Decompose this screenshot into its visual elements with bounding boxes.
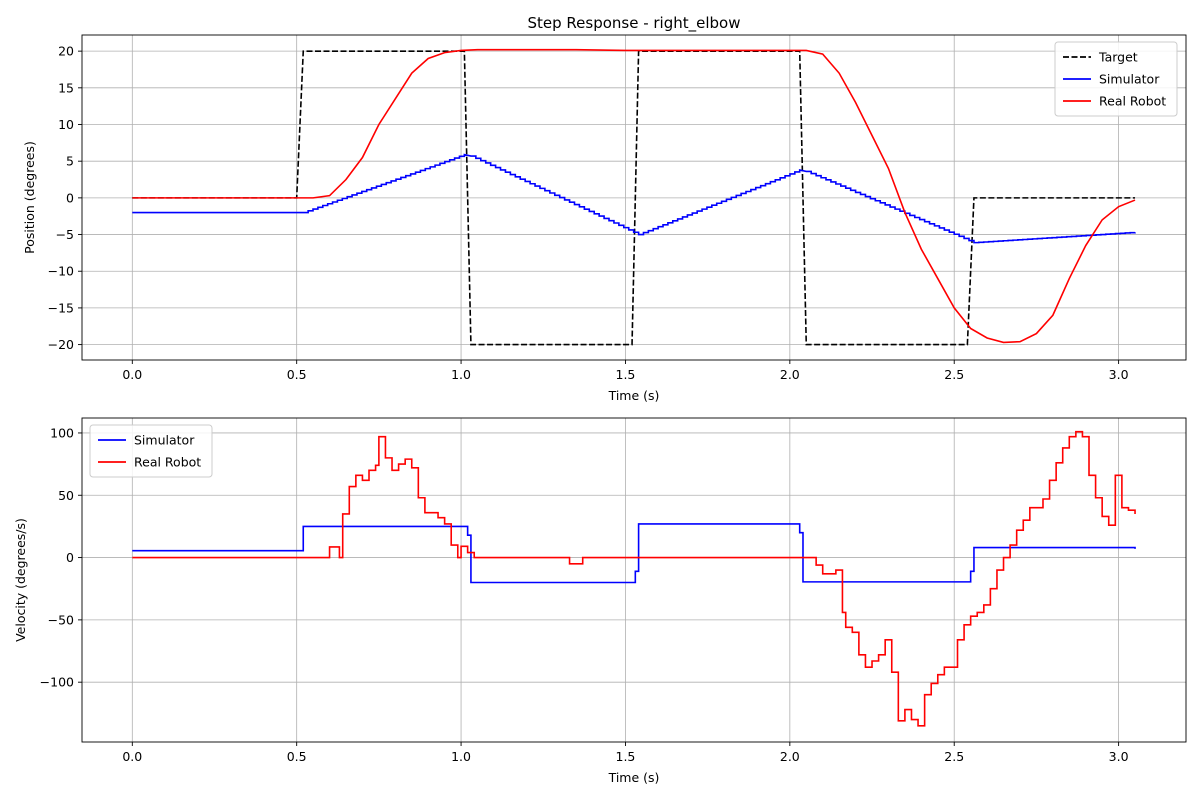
y-tick-label: 0: [66, 190, 74, 205]
y-tick-label: 15: [58, 80, 74, 95]
x-tick-label: 2.0: [780, 749, 800, 764]
series-group: [132, 48, 1136, 346]
plot-1: 0.0 0.5 1.0 1.5 2.0 2.5 3.0 20 15 10 5 0 −5 −10 −15 −20…: [22, 14, 1187, 403]
legend: Target Simulator Real Robot: [1054, 41, 1178, 117]
ticks: 0.0 0.5 1.0 1.5 2.0 2.5 3.0 100 50 0 −50 −100: [40, 425, 1129, 764]
y-tick-label: 0: [66, 550, 74, 565]
x-tick-label: 2.5: [944, 367, 964, 382]
x-tick-label: 1.0: [451, 749, 471, 764]
x-tick-label: 2.0: [780, 367, 800, 382]
legend: Simulator Real Robot: [89, 424, 213, 478]
series-line-real-robot: [132, 430, 1136, 727]
series-line-simulator: [132, 153, 1136, 244]
legend-label: Real Robot: [1099, 94, 1166, 109]
chart-title: Step Response - right_elbow: [527, 14, 740, 33]
legend-label: Target: [1098, 50, 1138, 65]
axes-frame: [81, 417, 1187, 743]
legend-label: Simulator: [134, 433, 195, 448]
x-tick-label: 1.5: [616, 367, 636, 382]
y-tick-label: −15: [48, 300, 74, 315]
legend-label: Real Robot: [134, 455, 201, 470]
y-tick-label: −100: [40, 675, 74, 690]
y-tick-label: −10: [48, 264, 74, 279]
legend-label: Simulator: [1099, 72, 1160, 87]
plot-2: 0.0 0.5 1.0 1.5 2.0 2.5 3.0 100 50 0 −50 −100 Time (…: [13, 417, 1187, 785]
x-tick-label: 1.5: [616, 749, 636, 764]
y-tick-label: 10: [58, 117, 74, 132]
x-axis-label: Time (s): [608, 770, 660, 785]
legend-box: [1054, 41, 1178, 117]
x-tick-label: 3.0: [1109, 367, 1129, 382]
y-tick-label: 50: [58, 488, 74, 503]
y-tick-label: 20: [58, 44, 74, 59]
x-tick-label: 0.5: [287, 749, 307, 764]
series-group: [132, 430, 1136, 727]
x-tick-label: 2.5: [944, 749, 964, 764]
x-tick-label: 3.0: [1109, 749, 1129, 764]
ticks: 0.0 0.5 1.0 1.5 2.0 2.5 3.0 20 15 10 5 0 −5 −10 −15 −20: [48, 44, 1129, 382]
y-tick-label: −20: [48, 337, 74, 352]
series-line-target: [132, 50, 1136, 346]
y-tick-label: 100: [50, 425, 74, 440]
series-line-real-robot: [132, 48, 1136, 344]
y-axis-label: Velocity (degrees/s): [13, 518, 28, 642]
x-tick-label: 0.0: [122, 749, 142, 764]
y-tick-label: −50: [48, 612, 74, 627]
x-axis-label: Time (s): [608, 388, 660, 403]
x-tick-label: 0.0: [122, 367, 142, 382]
legend-box: [89, 424, 213, 478]
series-line-simulator: [132, 523, 1136, 584]
y-axis-label: Position (degrees): [22, 141, 37, 254]
y-tick-label: 5: [66, 154, 74, 169]
x-tick-label: 1.0: [451, 367, 471, 382]
grid: [82, 418, 1186, 742]
x-tick-label: 0.5: [287, 367, 307, 382]
y-tick-label: −5: [56, 227, 74, 242]
